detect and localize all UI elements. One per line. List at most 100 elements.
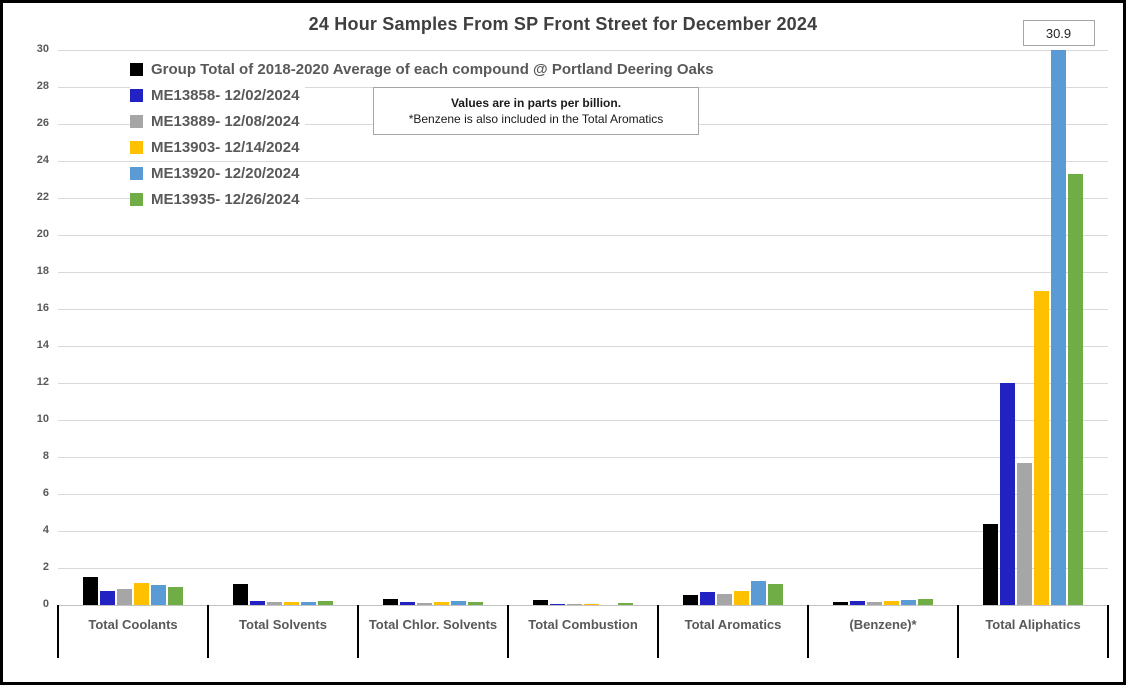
y-axis-tick-label: 10	[36, 413, 49, 425]
bar-series1-cat2	[400, 602, 415, 605]
bar-series0-cat0	[83, 577, 98, 605]
x-axis-category-label: Total Aliphatics	[985, 617, 1081, 632]
y-axis-tick-label: 22	[36, 191, 49, 203]
bar-series0-cat1	[233, 583, 248, 605]
y-axis-tick-label: 4	[42, 524, 49, 536]
y-axis-tick-label: 2	[42, 561, 49, 573]
bar-series4-cat4	[751, 580, 766, 605]
category-divider	[807, 605, 809, 658]
bar-series0-cat2	[383, 598, 398, 605]
bar-series3-cat5	[884, 601, 899, 605]
gridline-y8	[58, 456, 1108, 458]
gridline-y2	[58, 567, 1108, 569]
bar-series5-cat5	[918, 599, 933, 605]
bar-series5-cat3	[618, 602, 633, 605]
legend-swatch-icon	[130, 63, 143, 76]
gridline-y30	[58, 49, 1108, 51]
y-axis-tick-label: 24	[36, 154, 49, 166]
x-axis-category-label: Total Coolants	[88, 617, 178, 632]
y-axis-tick-label: 26	[36, 117, 49, 129]
bar-series5-cat0	[168, 586, 183, 605]
y-axis-tick-label: 16	[36, 302, 49, 314]
x-axis-category-label: (Benzene)*	[849, 617, 917, 632]
annotation-units-text: Values are in parts per billion.	[450, 96, 622, 110]
plot-area: 0 2 4 6 8 10 12 14 16 18 20 22 24 26 28 30 Total Coolant…	[3, 3, 1123, 682]
gridline-y4	[58, 530, 1108, 532]
bar-series3-cat0	[134, 582, 149, 605]
legend-swatch-icon	[130, 193, 143, 206]
bar-series4-cat1	[301, 602, 316, 605]
legend-item: ME13903- 12/14/2024	[130, 138, 306, 157]
bar-series1-cat4	[700, 592, 715, 605]
legend-item: ME13935- 12/26/2024	[130, 190, 306, 209]
x-axis-category-label: Total Combustion	[528, 617, 638, 632]
legend-item: ME13858- 12/02/2024	[130, 86, 306, 105]
bar-series3-cat3	[584, 603, 599, 605]
bar-series5-cat6	[1068, 173, 1083, 605]
legend-item: Group Total of 2018-2020 Average of each…	[130, 60, 720, 79]
chart-title: 24 Hour Samples From SP Front Street for…	[308, 14, 818, 34]
legend-swatch-icon	[130, 89, 143, 102]
legend-label: ME13903- 12/14/2024	[151, 139, 300, 156]
bar-series5-cat4	[768, 583, 783, 605]
bar-series5-cat1	[318, 601, 333, 605]
y-axis-tick-label: 30	[36, 43, 49, 55]
category-divider	[957, 605, 959, 658]
gridline-y6	[58, 493, 1108, 495]
y-axis-tick-label: 14	[36, 339, 49, 351]
data-label-box: 30.9	[1022, 20, 1095, 46]
legend-item: ME13889- 12/08/2024	[130, 112, 306, 131]
category-divider	[357, 605, 359, 658]
bar-series0-cat5	[833, 602, 848, 605]
category-divider	[507, 605, 509, 658]
legend-label: ME13889- 12/08/2024	[151, 113, 300, 130]
bar-series1-cat6	[1000, 383, 1015, 605]
legend-label: Group Total of 2018-2020 Average of each…	[151, 61, 714, 78]
bar-series2-cat0	[117, 589, 132, 605]
gridline-y22	[58, 197, 1108, 199]
bar-series1-cat0	[100, 591, 115, 605]
x-axis-category-label: Total Chlor. Solvents	[368, 617, 498, 632]
bar-series2-cat2	[417, 603, 432, 605]
gridline-y20	[58, 234, 1108, 236]
bar-series2-cat6	[1017, 463, 1032, 605]
bar-series4-cat2	[451, 601, 466, 605]
gridline-y14	[58, 345, 1108, 347]
bar-series5-cat2	[468, 602, 483, 605]
bar-series2-cat3	[567, 603, 582, 605]
y-axis-tick-label: 6	[42, 487, 49, 499]
x-axis-category-label: Total Solvents	[239, 617, 327, 632]
bar-series3-cat6	[1034, 291, 1049, 605]
bar-series3-cat1	[284, 602, 299, 605]
y-axis-tick-label: 28	[36, 80, 49, 92]
x-axis-category-label: Total Aromatics	[684, 617, 782, 632]
legend-label: ME13920- 12/20/2024	[151, 165, 300, 182]
y-axis-tick-label: 8	[42, 450, 49, 462]
gridline-y10	[58, 419, 1108, 421]
bar-series2-cat1	[267, 602, 282, 605]
bar-series2-cat5	[867, 601, 882, 605]
y-axis-tick-label: 18	[36, 265, 49, 277]
annotation-box: Values are in parts per billion. *Benzen…	[373, 87, 699, 135]
bar-series4-cat6	[1051, 50, 1066, 605]
y-axis-tick-label: 12	[36, 376, 49, 388]
legend: Group Total of 2018-2020 Average of each…	[130, 60, 720, 216]
data-label-value: 30.9	[1045, 25, 1072, 41]
bar-series3-cat4	[734, 591, 749, 605]
bar-series1-cat5	[850, 601, 865, 605]
legend-label: ME13858- 12/02/2024	[151, 87, 300, 104]
bar-series1-cat3	[550, 603, 565, 605]
bar-series1-cat1	[250, 601, 265, 605]
category-divider	[1107, 605, 1109, 658]
category-divider	[657, 605, 659, 658]
bar-series0-cat6	[983, 523, 998, 605]
category-divider	[207, 605, 209, 658]
bar-series4-cat0	[151, 584, 166, 605]
legend-swatch-icon	[130, 167, 143, 180]
bar-series4-cat5	[901, 600, 916, 605]
category-divider	[57, 605, 59, 658]
y-axis-tick-label: 20	[36, 228, 49, 240]
legend-label: ME13935- 12/26/2024	[151, 191, 300, 208]
legend-swatch-icon	[130, 141, 143, 154]
